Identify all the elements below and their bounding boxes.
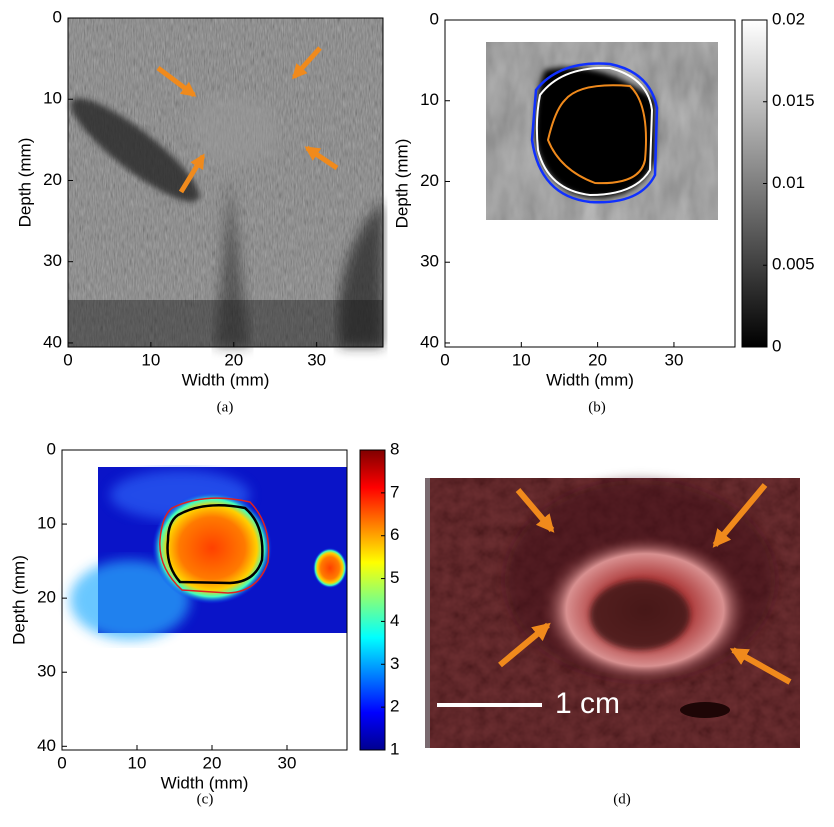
x-tick-label: 10 (512, 350, 531, 369)
y-tick-label: 20 (37, 588, 56, 607)
x-axis-label: Width (mm) (161, 773, 249, 792)
x-tick-label: 30 (278, 753, 297, 772)
colorbar-tick-label: 2 (390, 697, 399, 716)
colorbar-tick-label: 0.01 (772, 173, 805, 192)
colorbar-tick-label: 0.02 (772, 9, 805, 28)
axes-box (67, 17, 384, 348)
y-tick-label: 0 (47, 439, 56, 458)
y-tick-label: 20 (420, 171, 439, 190)
y-tick-label: 30 (37, 662, 56, 681)
y-axis-label: Depth (mm) (15, 138, 34, 228)
colorbar-tick-label: 6 (390, 525, 399, 544)
y-tick-label: 30 (43, 251, 62, 270)
shear-wave-map (70, 467, 347, 640)
x-axis-label: Width (mm) (546, 370, 634, 389)
y-tick-label: 10 (37, 514, 56, 533)
axes-box (444, 19, 736, 348)
caption: (d) (613, 791, 631, 807)
colorbar-tick-label: 7 (390, 482, 399, 501)
arrows (156, 46, 339, 194)
x-tick-label: 10 (141, 350, 160, 369)
colorbar-tick-label: 8 (390, 439, 399, 458)
x-tick-label: 30 (664, 350, 683, 369)
pathology-photo (425, 478, 800, 748)
y-tick-label: 0 (53, 7, 62, 26)
x-tick-label: 0 (57, 753, 66, 772)
arrows (498, 483, 792, 685)
colorbar-tick-label: 4 (390, 611, 399, 630)
y-tick-label: 20 (43, 170, 62, 189)
colorbar (741, 19, 768, 348)
x-tick-label: 0 (63, 350, 72, 369)
x-axis-label: Width (mm) (182, 370, 270, 389)
axes-box (61, 449, 348, 751)
y-tick-label: 40 (420, 332, 439, 351)
y-tick-label: 0 (430, 9, 439, 28)
scale-label: 1 cm (555, 687, 620, 720)
colorbar-tick-label: 0.015 (772, 91, 815, 110)
y-tick-label: 10 (43, 89, 62, 108)
colorbar-tick-label: 5 (390, 568, 399, 587)
caption: (c) (197, 791, 214, 807)
y-axis-label: Depth (mm) (392, 139, 411, 229)
ultrasound-image (68, 18, 383, 347)
colorbar-tick-label: 0.005 (772, 255, 815, 274)
x-tick-label: 30 (307, 350, 326, 369)
caption: (b) (588, 399, 606, 415)
strain-map (486, 42, 718, 220)
colorbar-tick-label: 0 (772, 336, 781, 355)
y-axis-label: Depth (mm) (9, 555, 28, 645)
colorbar-tick-label: 1 (390, 739, 399, 758)
x-tick-label: 20 (203, 753, 222, 772)
y-tick-label: 40 (37, 736, 56, 755)
y-tick-label: 30 (420, 252, 439, 271)
x-tick-label: 20 (588, 350, 607, 369)
caption: (a) (217, 399, 234, 415)
x-tick-label: 0 (440, 350, 449, 369)
y-tick-label: 10 (420, 90, 439, 109)
colorbar-tick-label: 3 (390, 654, 399, 673)
x-tick-label: 10 (128, 753, 147, 772)
y-tick-label: 40 (43, 332, 62, 351)
colorbar (359, 449, 386, 751)
x-tick-label: 20 (224, 350, 243, 369)
